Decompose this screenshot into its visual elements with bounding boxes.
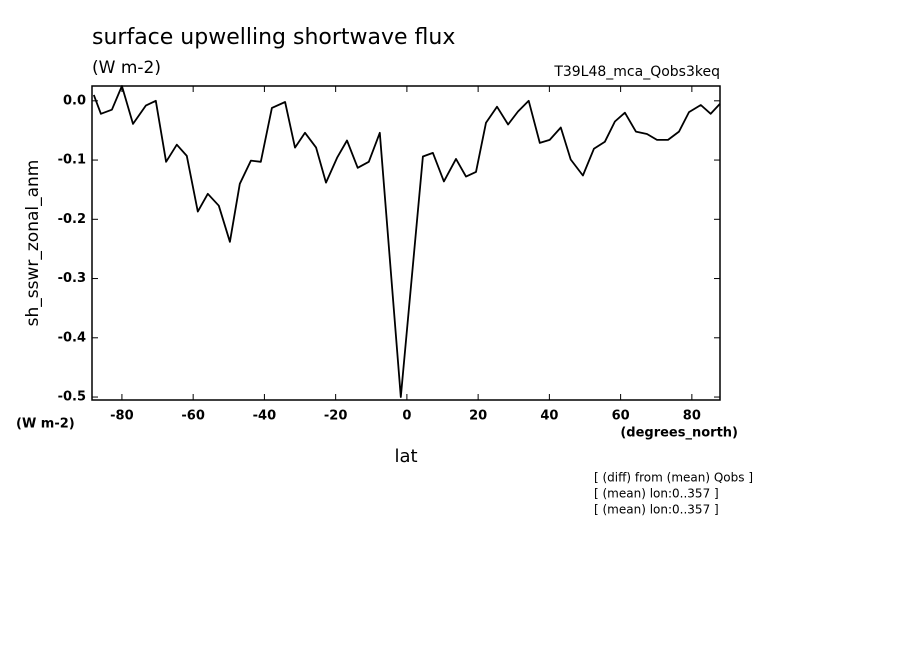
x-tick-label: 60 [612, 409, 630, 424]
y-tick-label: -0.4 [58, 330, 86, 345]
x-tick-label: 20 [469, 409, 487, 424]
y-axis-label: sh_sswr_zonal_anm [23, 160, 43, 327]
x-tick-label: 0 [402, 409, 411, 424]
y-tick-label: -0.1 [58, 153, 86, 168]
x-axis-label: lat [394, 446, 417, 467]
y-tick-label: 0.0 [63, 93, 86, 108]
y-tick-label: -0.3 [58, 271, 86, 286]
y-tick-label: -0.2 [58, 212, 86, 227]
plot-frame [91, 85, 721, 401]
note: [ (mean) lon:0..357 ] [594, 487, 719, 501]
x-tick-label: -60 [181, 409, 205, 424]
chart-title: surface upwelling shortwave flux [92, 25, 455, 50]
x-units: (degrees_north) [620, 426, 738, 441]
x-tick-label: 80 [683, 409, 701, 424]
chart-subtitle: (W m-2) [92, 58, 161, 78]
x-tick-label: -40 [253, 409, 277, 424]
x-tick-label: -80 [110, 409, 134, 424]
note: [ (mean) lon:0..357 ] [594, 503, 719, 517]
data-line [92, 85, 721, 398]
y-tick-label: -0.5 [58, 390, 86, 405]
run-label: T39L48_mca_Qobs3keq [553, 64, 720, 80]
x-tick-label: 40 [540, 409, 558, 424]
y-units: (W m-2) [16, 417, 75, 432]
note: [ (diff) from (mean) Qobs ] [594, 471, 753, 485]
x-tick-label: -20 [324, 409, 348, 424]
